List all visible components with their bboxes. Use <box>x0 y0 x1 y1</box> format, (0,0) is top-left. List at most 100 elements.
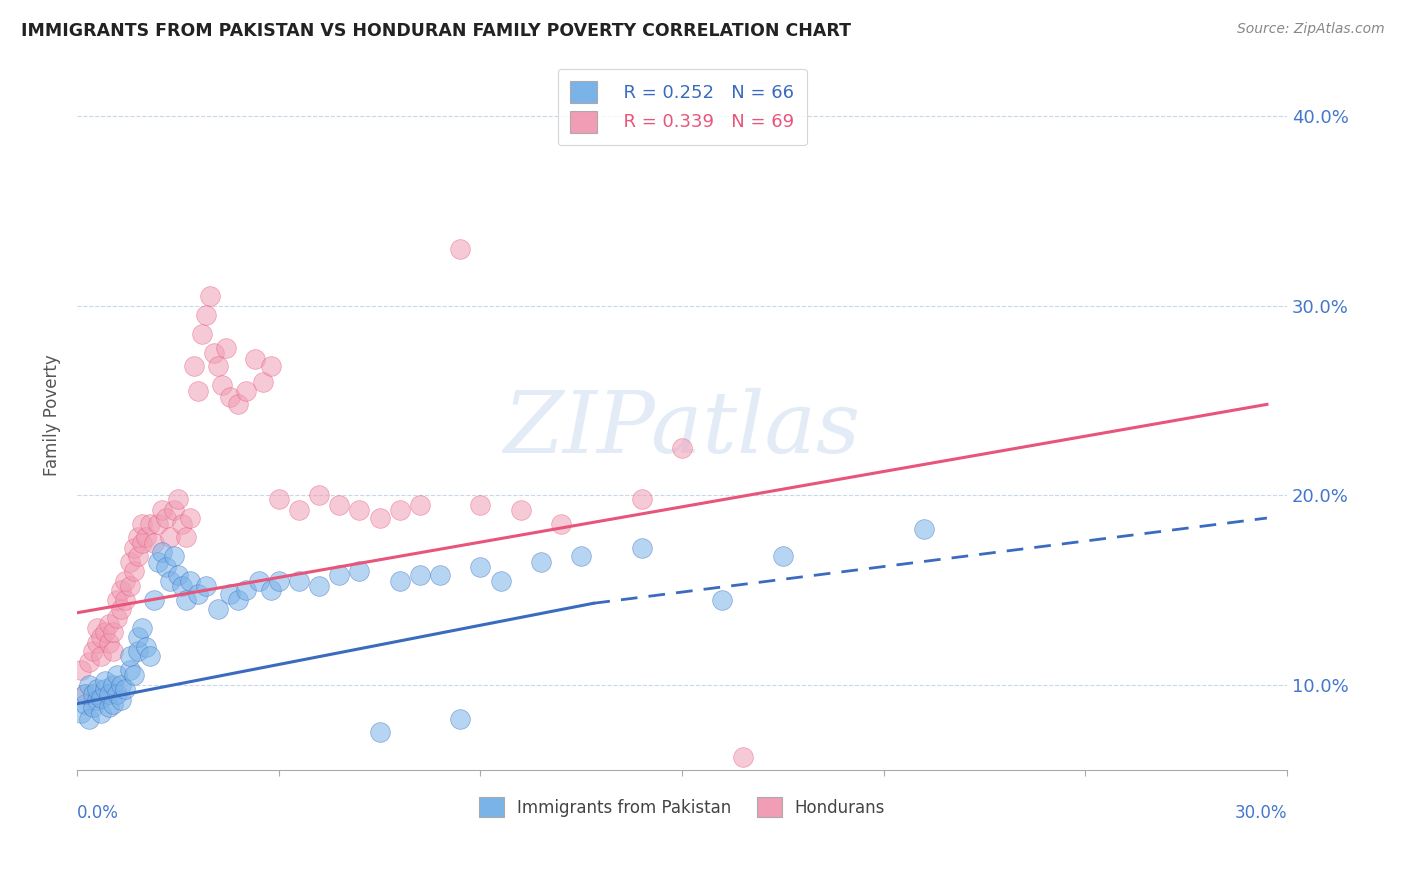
Point <box>349 503 371 517</box>
Point <box>107 592 129 607</box>
Point <box>127 643 149 657</box>
Point <box>98 617 121 632</box>
Point <box>509 503 531 517</box>
Point <box>135 530 157 544</box>
Point <box>195 309 218 323</box>
Point <box>187 384 209 398</box>
Legend: Immigrants from Pakistan, Hondurans: Immigrants from Pakistan, Hondurans <box>471 789 894 826</box>
Point <box>569 549 592 563</box>
Point <box>179 511 201 525</box>
Point <box>122 668 145 682</box>
Point <box>94 624 117 639</box>
Point <box>118 555 141 569</box>
Text: IMMIGRANTS FROM PAKISTAN VS HONDURAN FAMILY POVERTY CORRELATION CHART: IMMIGRANTS FROM PAKISTAN VS HONDURAN FAM… <box>21 22 851 40</box>
Point <box>308 488 330 502</box>
Point <box>550 516 572 531</box>
Point <box>70 706 93 721</box>
Point <box>127 631 149 645</box>
Point <box>243 351 266 366</box>
Point <box>228 397 250 411</box>
Point <box>114 574 136 588</box>
Point <box>103 643 125 657</box>
Point <box>328 567 350 582</box>
Point <box>470 560 492 574</box>
Point <box>131 535 153 549</box>
Point <box>170 516 193 531</box>
Point <box>170 579 193 593</box>
Point <box>211 378 233 392</box>
Point <box>163 503 186 517</box>
Point <box>328 498 350 512</box>
Point <box>449 242 471 256</box>
Point <box>103 624 125 639</box>
Point <box>202 346 225 360</box>
Point <box>138 516 160 531</box>
Point <box>98 687 121 701</box>
Point <box>118 579 141 593</box>
Point <box>630 541 652 556</box>
Point <box>349 564 371 578</box>
Point <box>110 678 132 692</box>
Point <box>174 530 197 544</box>
Point <box>155 511 177 525</box>
Point <box>912 523 935 537</box>
Point <box>90 691 112 706</box>
Point <box>429 567 451 582</box>
Point <box>163 549 186 563</box>
Point <box>235 384 257 398</box>
Point <box>135 640 157 654</box>
Point <box>179 574 201 588</box>
Point <box>219 390 242 404</box>
Point <box>288 503 311 517</box>
Point <box>77 678 100 692</box>
Point <box>114 592 136 607</box>
Point <box>77 655 100 669</box>
Point <box>110 602 132 616</box>
Point <box>70 663 93 677</box>
Point <box>267 492 290 507</box>
Point <box>122 541 145 556</box>
Point <box>530 555 553 569</box>
Text: 0.0%: 0.0% <box>77 804 120 822</box>
Point <box>77 712 100 726</box>
Point <box>260 582 283 597</box>
Point <box>131 621 153 635</box>
Point <box>470 498 492 512</box>
Point <box>86 636 108 650</box>
Point <box>103 678 125 692</box>
Point <box>449 712 471 726</box>
Point <box>75 687 97 701</box>
Point <box>219 587 242 601</box>
Point <box>86 621 108 635</box>
Point <box>772 549 794 563</box>
Point <box>187 587 209 601</box>
Point <box>110 582 132 597</box>
Point <box>308 579 330 593</box>
Point <box>150 503 173 517</box>
Point <box>228 592 250 607</box>
Point <box>195 579 218 593</box>
Point <box>110 693 132 707</box>
Point <box>107 668 129 682</box>
Point <box>167 567 190 582</box>
Point <box>630 492 652 507</box>
Point <box>90 649 112 664</box>
Point <box>114 681 136 696</box>
Point <box>94 681 117 696</box>
Point <box>118 649 141 664</box>
Point <box>90 706 112 721</box>
Point <box>103 697 125 711</box>
Point <box>146 516 169 531</box>
Point <box>489 574 512 588</box>
Point <box>146 555 169 569</box>
Point <box>252 375 274 389</box>
Point <box>122 564 145 578</box>
Point <box>159 574 181 588</box>
Point <box>260 359 283 374</box>
Point <box>167 492 190 507</box>
Point <box>191 327 214 342</box>
Point <box>82 700 104 714</box>
Point <box>267 574 290 588</box>
Point <box>368 511 391 525</box>
Point <box>90 631 112 645</box>
